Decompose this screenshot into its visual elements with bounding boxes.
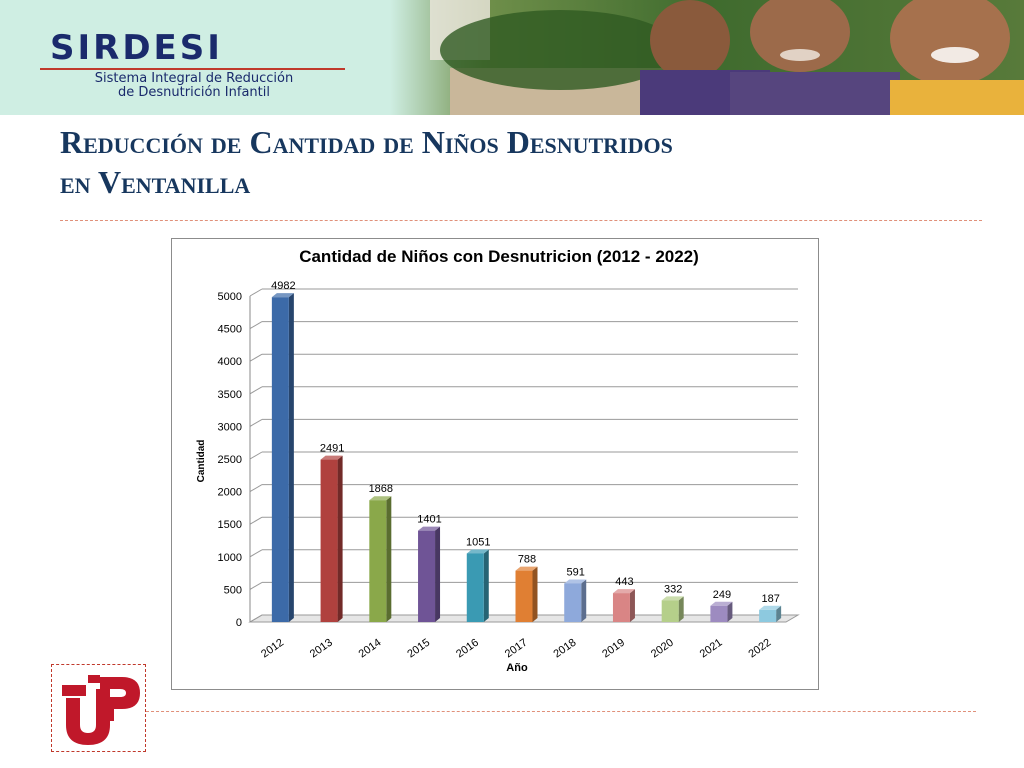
- bar-top: [759, 605, 782, 610]
- data-label: 249: [713, 589, 731, 601]
- bar-side: [386, 496, 392, 622]
- slide-title-line1: Reducción de Cantidad de Niños Desnutrid…: [60, 124, 673, 160]
- data-label: 1401: [417, 514, 441, 526]
- y-tick-label: 4000: [218, 356, 242, 368]
- y-tick-label: 2000: [218, 487, 242, 499]
- bar-top: [320, 455, 343, 460]
- x-tick-label: 2015: [405, 637, 432, 661]
- bar-chart: Cantidad de Niños con Desnutricion (2012…: [196, 247, 800, 674]
- bar: [661, 600, 679, 622]
- y-tick-label: 3000: [218, 421, 242, 433]
- utp-logo-icon: [62, 675, 140, 745]
- bar: [710, 605, 728, 622]
- chart-bars: [271, 293, 782, 622]
- brand-underline: [40, 68, 345, 70]
- data-label: 1051: [466, 536, 490, 548]
- bar-top: [418, 526, 441, 531]
- bar: [612, 593, 630, 622]
- y-tick-label: 5000: [218, 291, 242, 303]
- gridline-depth: [249, 549, 263, 558]
- bar-top: [466, 549, 489, 554]
- x-tick-label: 2012: [259, 637, 286, 661]
- x-axis-label: Año: [506, 662, 528, 674]
- x-tick-label: 2013: [308, 637, 335, 661]
- gridline-depth: [249, 353, 263, 362]
- chart-panel: Cantidad de Niños con Desnutricion (2012…: [171, 238, 819, 690]
- gridline-depth: [249, 581, 263, 590]
- bar-side: [581, 579, 587, 622]
- bar-top: [515, 566, 538, 571]
- banner-brand-panel: [0, 0, 400, 115]
- gridline-depth: [249, 386, 263, 395]
- bar-top: [612, 589, 635, 594]
- data-label: 332: [664, 583, 682, 595]
- bar-top: [564, 579, 587, 584]
- y-tick-label: 500: [224, 584, 242, 596]
- institution-logo: [51, 664, 146, 752]
- data-label: 788: [518, 554, 536, 566]
- bar-side: [532, 566, 538, 622]
- header-banner: SIRDESI Sistema Integral de Reducción de…: [0, 0, 1024, 115]
- y-tick-label: 2500: [218, 454, 242, 466]
- y-tick-label: 0: [236, 617, 242, 629]
- y-axis-label: Cantidad: [196, 440, 207, 483]
- slide-title-line2: en Ventanilla: [60, 164, 251, 200]
- bar: [515, 570, 533, 622]
- bar: [271, 297, 289, 622]
- bar-side: [678, 596, 684, 622]
- data-label: 187: [761, 593, 779, 605]
- data-label: 1868: [369, 483, 393, 495]
- y-tick-label: 1000: [218, 552, 242, 564]
- banner-photo: [390, 0, 1024, 115]
- bar-side: [337, 455, 343, 622]
- bar: [759, 609, 777, 622]
- x-tick-label: 2017: [503, 637, 530, 661]
- bar: [369, 500, 387, 622]
- bar: [564, 583, 582, 622]
- bar-side: [483, 549, 489, 622]
- y-tick-label: 4500: [218, 324, 242, 336]
- y-tick-label: 1500: [218, 519, 242, 531]
- chart-labels: 0 500 1000 1500 2000 2500 3000 3500 4000 4500 5000…: [218, 280, 780, 660]
- brand-subtitle-line2: de Desnutrición Infantil: [118, 85, 270, 100]
- gridline-depth: [249, 288, 263, 297]
- x-tick-label: 2018: [552, 637, 579, 661]
- x-tick-label: 2020: [649, 637, 676, 661]
- gridline-depth: [249, 451, 263, 460]
- y-tick-label: 3500: [218, 389, 242, 401]
- bar-top: [369, 496, 392, 501]
- x-tick-label: 2016: [454, 637, 481, 661]
- data-label: 443: [615, 576, 633, 588]
- data-label: 2491: [320, 443, 344, 455]
- x-tick-label: 2014: [357, 637, 384, 661]
- x-tick-label: 2022: [746, 637, 773, 661]
- bar-top: [710, 601, 733, 606]
- bar-side: [288, 293, 294, 622]
- bar-top: [271, 293, 294, 298]
- gridline-depth: [249, 614, 263, 623]
- x-tick-label: 2019: [600, 637, 627, 661]
- slide-title: Reducción de Cantidad de Niños Desnutrid…: [60, 122, 673, 202]
- gridline-depth: [249, 418, 263, 427]
- data-label: 4982: [271, 280, 295, 292]
- gridline-depth: [249, 321, 263, 330]
- bar-side: [435, 526, 441, 622]
- bar: [466, 553, 484, 622]
- bar-side: [629, 589, 635, 622]
- brand-subtitle-line1: Sistema Integral de Reducción: [94, 71, 294, 86]
- x-tick-label: 2021: [698, 637, 725, 661]
- gridline-depth: [249, 484, 263, 493]
- bar: [320, 459, 338, 622]
- bottom-divider: [146, 711, 976, 712]
- brand-logo-text: SIRDESI: [50, 28, 223, 68]
- bar-top: [661, 596, 684, 601]
- data-label: 591: [567, 566, 585, 578]
- bar: [418, 530, 436, 622]
- top-divider: [60, 220, 982, 221]
- bar-side: [727, 601, 733, 622]
- bar-side: [776, 605, 782, 622]
- gridline-depth: [249, 516, 263, 525]
- chart-title: Cantidad de Niños con Desnutricion (2012…: [299, 247, 699, 266]
